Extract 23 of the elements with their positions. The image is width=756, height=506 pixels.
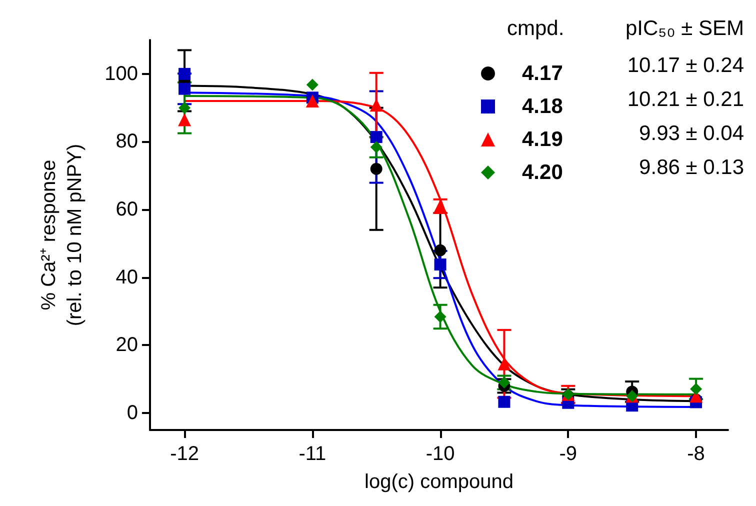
text: pIC₅₀ ± SEM (625, 17, 744, 40)
legend-label: 4.20 (522, 161, 563, 184)
legend-title: cmpd. (507, 17, 564, 40)
annotation: 10.21 ± 0.21 (627, 88, 744, 111)
annotation: 10.17 ± 0.24 (627, 54, 744, 77)
x-tick-label: -9 (559, 443, 578, 465)
y-axis-title: % Ca²⁺ response (rel. to 10 nM pNPY) (38, 144, 86, 326)
x-tick-label: -12 (170, 443, 199, 465)
annotation: 9.93 ± 0.04 (639, 122, 744, 145)
x-tick-label: -11 (298, 443, 326, 465)
y-tick-label: 60 (116, 198, 138, 221)
x-axis-title: log(c) compound (364, 471, 514, 493)
legend-label: 4.18 (522, 95, 564, 118)
y-tick-label: 40 (116, 266, 138, 288)
y-tick-label: 100 (104, 62, 138, 85)
legend-label: 4.17 (522, 62, 563, 85)
y-tick-label: 20 (116, 334, 138, 356)
legend-label: 4.19 (522, 128, 563, 151)
y-tick-label: 0 (126, 402, 138, 424)
x-tick-label: -8 (687, 443, 705, 465)
x-tick-label: -10 (426, 443, 455, 465)
y-tick-label: 80 (116, 130, 138, 153)
annotation: 9.86 ± 0.13 (639, 156, 744, 179)
